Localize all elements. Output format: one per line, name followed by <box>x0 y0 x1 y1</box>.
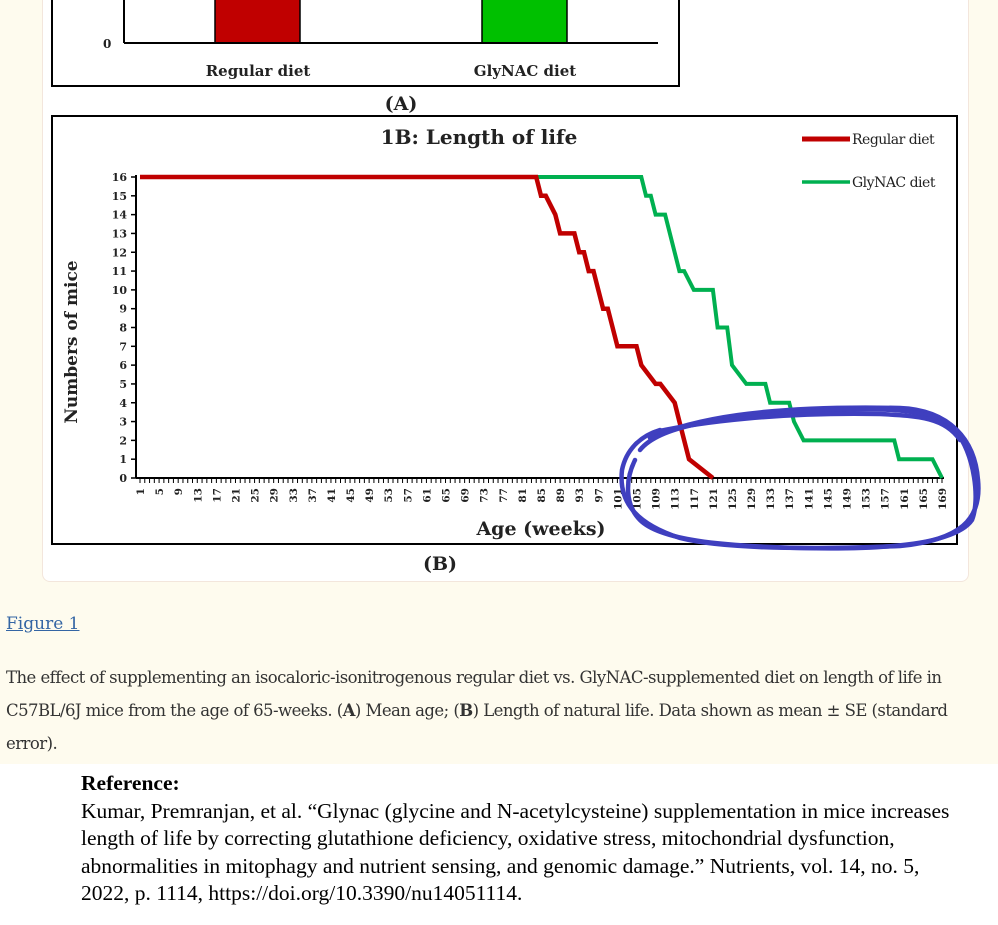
y-tick-label: 14 <box>112 209 128 222</box>
y-tick-label: 11 <box>112 265 127 278</box>
panel-a-xlabel-regular: Regular diet <box>206 62 311 80</box>
legend-label-glynac: GlyNAC diet <box>852 175 936 191</box>
x-tick-label: 69 <box>460 488 472 503</box>
x-tick-label: 109 <box>651 488 663 510</box>
y-tick-label: 10 <box>112 284 128 297</box>
x-tick-label: 73 <box>479 488 491 503</box>
chart-title: 1B: Length of life <box>381 125 578 149</box>
figure-caption: The effect of supplementing an isocalori… <box>6 668 948 753</box>
y-tick-label: 16 <box>112 171 128 184</box>
x-tick-label: 53 <box>383 488 395 503</box>
y-tick-label: 13 <box>112 227 127 240</box>
x-tick-label: 13 <box>192 488 204 503</box>
x-tick-label: 133 <box>765 488 777 510</box>
x-tick-label: 41 <box>326 488 338 503</box>
x-tick-label: 57 <box>402 488 414 503</box>
x-tick-label: 81 <box>517 488 529 503</box>
x-tick-label: 37 <box>307 488 319 503</box>
figure-1-link[interactable]: Figure 1 <box>6 614 80 634</box>
panel-a-ytick-0: 0 <box>103 37 111 51</box>
y-tick-label: 7 <box>119 340 127 353</box>
x-tick-label: 89 <box>555 488 567 503</box>
reference-heading: Reference: <box>81 771 180 795</box>
x-tick-label: 33 <box>288 488 300 503</box>
y-tick-label: 0 <box>119 472 127 485</box>
x-tick-label: 61 <box>421 488 433 503</box>
x-tick-label: 113 <box>670 488 682 510</box>
figure-1-image: 0 Regular diet GlyNAC diet (A) 1B: Lengt… <box>51 0 981 575</box>
panel-a-xlabel-glynac: GlyNAC diet <box>474 62 576 80</box>
series-glynac-diet <box>445 175 944 479</box>
y-tick-label: 6 <box>119 359 127 372</box>
x-tick-label: 85 <box>536 488 548 503</box>
y-tick-label: 5 <box>119 378 127 391</box>
x-tick-label: 29 <box>269 488 281 503</box>
x-tick-label: 65 <box>441 488 453 503</box>
x-tick-label: 137 <box>784 488 796 510</box>
x-tick-label: 49 <box>364 488 376 503</box>
x-tick-label: 129 <box>746 488 758 510</box>
panel-b-label: (B) <box>423 553 457 575</box>
x-tick-label: 1 <box>135 488 147 495</box>
x-tick-label: 97 <box>593 488 605 503</box>
legend: Regular diet GlyNAC diet <box>802 132 936 191</box>
y-tick-label: 12 <box>112 246 127 259</box>
x-tick-label: 93 <box>574 488 586 503</box>
x-tick-label: 157 <box>880 488 892 510</box>
x-tick-label: 141 <box>803 488 815 510</box>
y-tick-label: 3 <box>119 416 127 429</box>
panel-a-bar-chart: 0 Regular diet GlyNAC diet (A) <box>51 0 680 115</box>
x-tick-label: 145 <box>822 488 834 510</box>
y-axis-label: Numbers of mice <box>62 260 82 423</box>
panel-b-line-chart: 1B: Length of life 012345678910111213141… <box>51 115 958 575</box>
x-tick-label: 9 <box>173 488 185 495</box>
x-tick-label: 149 <box>842 488 854 510</box>
x-axis: 1 5 9 13 17 21 25 29 33 37 41 45 49 53 57 61 65 69 73 77 81 8… <box>135 477 949 510</box>
y-tick-label: 8 <box>119 322 127 335</box>
x-tick-label: 169 <box>937 488 949 510</box>
y-tick-label: 1 <box>119 453 127 466</box>
hand-drawn-circle-annotation <box>619 405 981 551</box>
x-tick-label: 25 <box>250 488 262 503</box>
x-axis-label: Age (weeks) <box>475 518 605 540</box>
series-regular-diet <box>140 174 715 480</box>
panel-a-label: (A) <box>385 93 418 115</box>
x-tick-label: 101 <box>612 488 624 510</box>
y-tick-label: 4 <box>119 397 127 410</box>
x-tick-label: 77 <box>498 488 510 503</box>
x-tick-label: 5 <box>154 488 166 495</box>
x-tick-label: 21 <box>230 488 242 503</box>
reference-citation: Kumar, Premranjan, et al. “Glynac (glyci… <box>81 798 950 906</box>
x-tick-label: 153 <box>861 488 873 510</box>
x-tick-label: 165 <box>918 488 930 510</box>
y-tick-label: 15 <box>112 190 127 203</box>
x-tick-label: 117 <box>689 488 701 510</box>
y-tick-label: 9 <box>119 303 127 316</box>
x-tick-label: 121 <box>708 488 720 510</box>
y-tick-label: 2 <box>119 434 127 447</box>
panel-b-frame <box>51 115 958 545</box>
reference-block: Reference: Kumar, Premranjan, et al. “Gl… <box>81 770 961 908</box>
bar-regular-diet <box>214 0 301 44</box>
legend-label-regular: Regular diet <box>852 132 935 148</box>
x-tick-label: 105 <box>631 488 643 510</box>
x-tick-label: 161 <box>899 488 911 510</box>
bar-glynac-diet <box>481 0 568 44</box>
x-tick-label: 125 <box>727 488 739 510</box>
x-tick-label: 45 <box>345 488 357 503</box>
x-tick-label: 17 <box>211 488 223 503</box>
